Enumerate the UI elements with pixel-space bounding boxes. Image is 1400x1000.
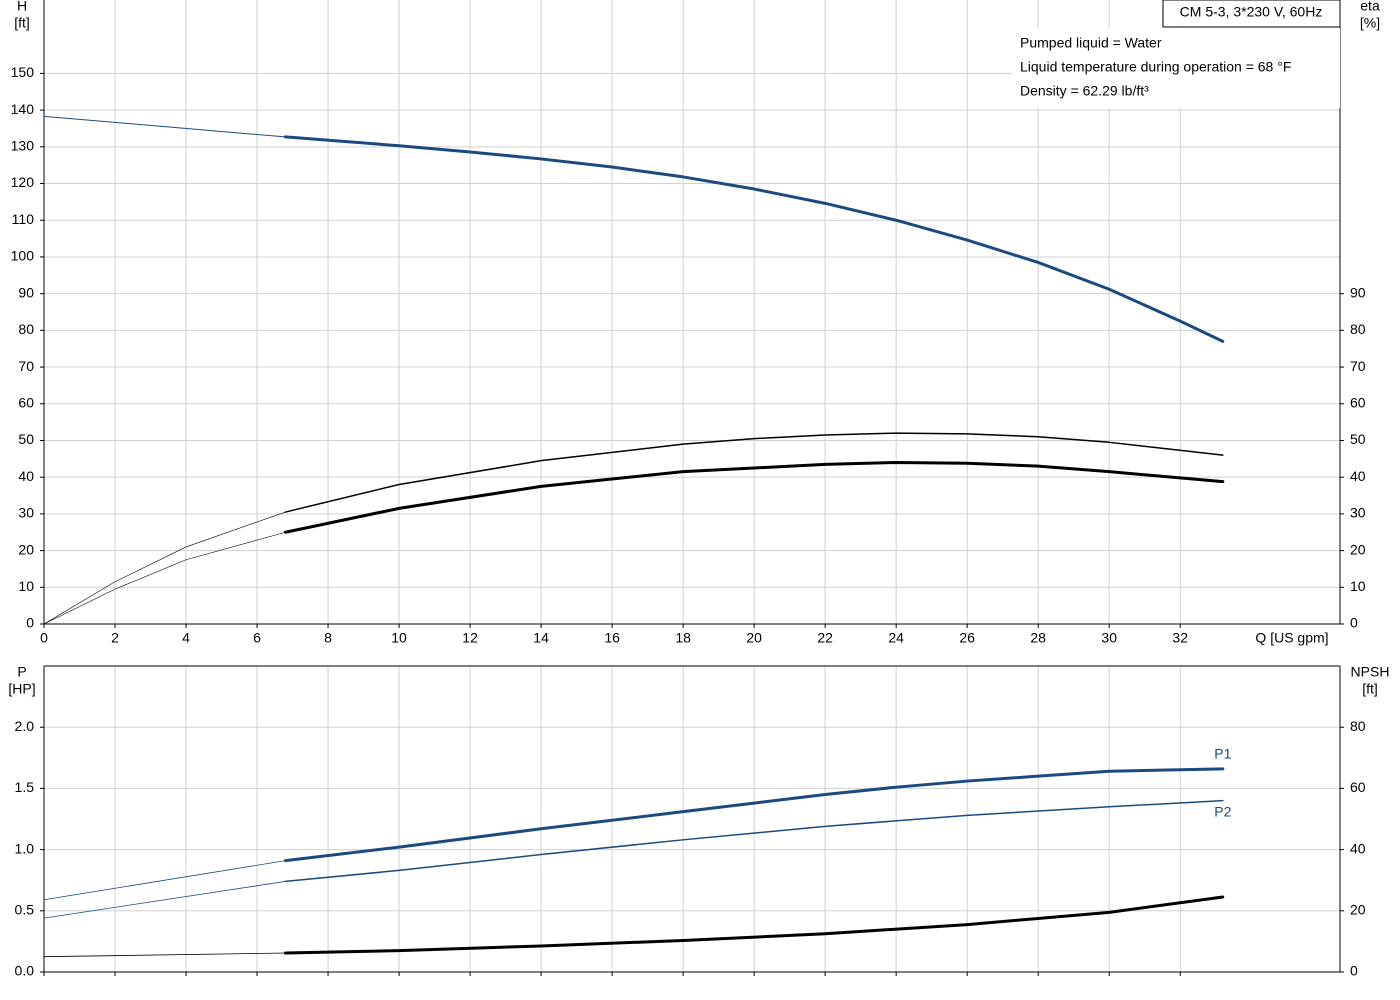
y-tick-label: 140: [11, 101, 35, 117]
y-tick-label: 0.0: [15, 963, 35, 979]
x-tick-label: 16: [604, 630, 620, 646]
x-tick-label: 8: [324, 630, 332, 646]
x-tick-label: 20: [746, 630, 762, 646]
content-layer: 0 2 4 6 8 10 12 14 16 18 20 22 24 26 28 30 3201020304050…: [8, 0, 1389, 979]
y-axis-label: H: [17, 0, 27, 14]
y2-tick-label: 0: [1350, 615, 1358, 631]
title-box: [1162, 0, 1341, 28]
x-tick-label: 30: [1101, 630, 1117, 646]
y2-tick-label: 20: [1350, 902, 1366, 918]
series-line: [43, 952, 286, 958]
series-line: [283, 895, 1225, 955]
chart-title: CM 5-3, 3*230 V, 60Hz: [1180, 4, 1323, 20]
x-tick-label: 2: [111, 630, 119, 646]
y-axis-label: P: [17, 664, 26, 680]
annotation: Density = 62.29 lb/ft³: [1020, 83, 1149, 99]
y2-tick-label: 60: [1350, 394, 1366, 410]
annotation: Liquid temperature during operation = 68…: [1020, 59, 1291, 75]
series-line: [283, 135, 1225, 343]
series-line: [283, 767, 1225, 863]
y-axis-unit: [ft]: [14, 15, 30, 31]
series-line: [43, 881, 286, 919]
series-label: P1: [1214, 746, 1231, 762]
series-line: [284, 799, 1224, 883]
y-tick-label: 2.0: [15, 718, 35, 734]
x-tick-label: 6: [253, 630, 261, 646]
x-tick-label: 28: [1030, 630, 1046, 646]
x-tick-label: 32: [1172, 630, 1188, 646]
y2-tick-label: 20: [1350, 541, 1366, 557]
annotation: Pumped liquid = Water: [1020, 35, 1162, 51]
y2-tick-label: 80: [1350, 321, 1366, 337]
x-tick-label: 18: [675, 630, 691, 646]
x-tick-label: 4: [182, 630, 190, 646]
x-tick-label: 24: [888, 630, 904, 646]
x-tick-label: 10: [391, 630, 407, 646]
y2-tick-label: 80: [1350, 718, 1366, 734]
series-line: [43, 860, 286, 901]
series-line: [283, 460, 1225, 534]
y2-axis-unit: [%]: [1360, 15, 1380, 31]
series-label: P2: [1214, 803, 1231, 819]
grid-layer: [40, 0, 1344, 976]
y-tick-label: 0: [26, 615, 34, 631]
series-line: [43, 115, 286, 138]
y-tick-label: 120: [11, 174, 35, 190]
y2-tick-label: 0: [1350, 963, 1358, 979]
y-tick-label: 20: [18, 541, 34, 557]
series-line: [284, 432, 1224, 513]
y-tick-label: 100: [11, 248, 35, 264]
y-tick-label: 60: [18, 394, 34, 410]
y-tick-label: 70: [18, 358, 34, 374]
y-tick-label: 50: [18, 431, 34, 447]
y-tick-label: 30: [18, 505, 34, 521]
y-tick-label: 150: [11, 64, 35, 80]
y-axis-unit: [HP]: [8, 681, 35, 697]
annotation-box: [1012, 28, 1340, 108]
y2-tick-label: 10: [1350, 578, 1366, 594]
y-tick-label: 40: [18, 468, 34, 484]
y2-tick-label: 40: [1350, 840, 1366, 856]
y2-tick-label: 40: [1350, 468, 1366, 484]
y-tick-label: 1.5: [15, 779, 35, 795]
x-tick-label: 12: [462, 630, 478, 646]
y2-tick-label: 30: [1350, 505, 1366, 521]
y-tick-label: 0.5: [15, 902, 35, 918]
series-line: [43, 511, 286, 625]
x-tick-label: 14: [533, 630, 549, 646]
y2-tick-label: 90: [1350, 284, 1366, 300]
y-tick-label: 110: [12, 211, 35, 227]
y2-tick-label: 70: [1350, 358, 1366, 374]
y-tick-label: 90: [18, 284, 34, 300]
x-tick-label: 22: [817, 630, 833, 646]
x-tick-label: 0: [40, 630, 48, 646]
y-tick-label: 1.0: [15, 840, 35, 856]
y2-axis-unit: [ft]: [1362, 681, 1378, 697]
y-tick-label: 10: [18, 578, 34, 594]
x-tick-label: 26: [959, 630, 975, 646]
y-tick-label: 130: [11, 138, 35, 154]
y2-axis-label: NPSH: [1351, 664, 1390, 680]
y2-axis-label: eta: [1360, 0, 1380, 14]
y2-tick-label: 60: [1350, 779, 1366, 795]
x-axis-label: Q [US gpm]: [1255, 630, 1328, 646]
series-line: [43, 531, 286, 625]
y2-tick-label: 50: [1350, 431, 1366, 447]
y-tick-label: 80: [18, 321, 34, 337]
